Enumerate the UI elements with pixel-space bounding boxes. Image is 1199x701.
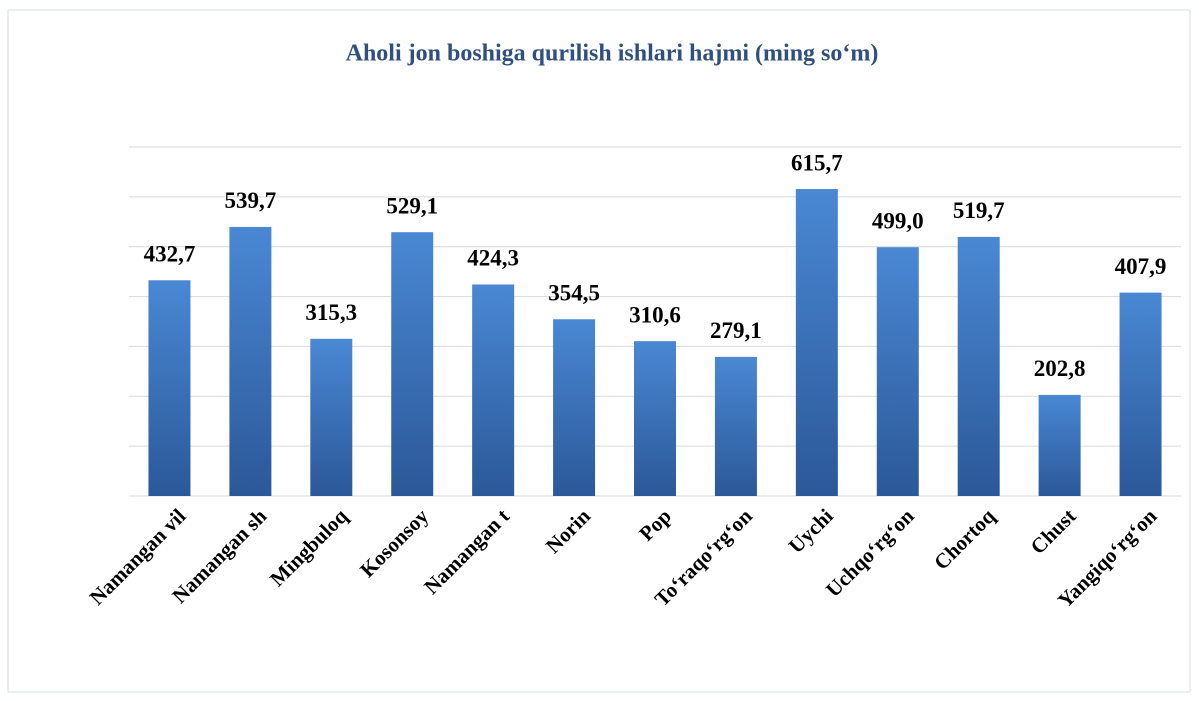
bar (795, 189, 838, 496)
value-label: 539,7 (225, 188, 277, 213)
value-label: 499,0 (872, 208, 924, 233)
bar (310, 338, 353, 496)
value-label: 424,3 (467, 246, 519, 271)
bar (148, 280, 191, 496)
bar (876, 247, 919, 496)
value-label: 432,7 (144, 242, 196, 267)
value-label: 529,1 (386, 193, 438, 218)
bar (714, 356, 757, 496)
bar (957, 236, 1000, 496)
value-label: 615,7 (791, 150, 843, 175)
value-label: 310,6 (629, 302, 681, 327)
value-label: 354,5 (548, 281, 600, 306)
value-label: 407,9 (1115, 254, 1167, 279)
bar (1038, 394, 1081, 496)
value-label: 315,3 (305, 300, 357, 325)
bar (553, 319, 596, 496)
bar (1119, 292, 1162, 496)
bar (391, 232, 434, 496)
value-label: 519,7 (953, 198, 1005, 223)
chart-title: Aholi jon boshiga qurilish ishlari hajmi… (346, 41, 879, 67)
bar (229, 226, 272, 496)
value-label: 202,8 (1034, 356, 1086, 381)
value-label: 279,1 (710, 318, 762, 343)
bar (472, 284, 515, 496)
bar (634, 341, 676, 496)
